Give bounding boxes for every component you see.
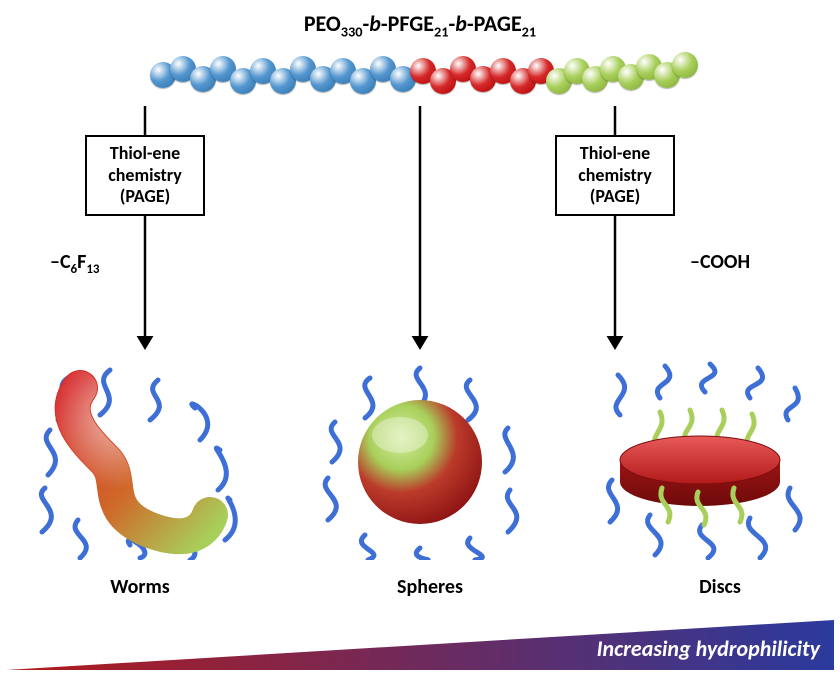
func-label-left: –C6F13 [50,250,100,277]
hydrophilicity-label: Increasing hydrophilicity [597,635,820,662]
label-worms: Worms [80,575,200,599]
label-spheres: Spheres [370,575,490,599]
thiol-ene-box-right: Thiol-ene chemistry (PAGE) [555,135,675,216]
polymer-title: PEO330-b-PFGE21-b-PAGE21 [0,10,840,40]
morphology-spheres [310,360,530,560]
morphology-worms [30,360,250,560]
chain-bead [672,52,698,78]
morphology-discs [590,360,810,560]
func-label-right: –COOH [690,250,750,274]
thiol-ene-box-left: Thiol-ene chemistry (PAGE) [85,135,205,216]
polymer-chain [150,46,710,106]
label-discs: Discs [660,575,780,599]
arrow-center [412,106,429,350]
